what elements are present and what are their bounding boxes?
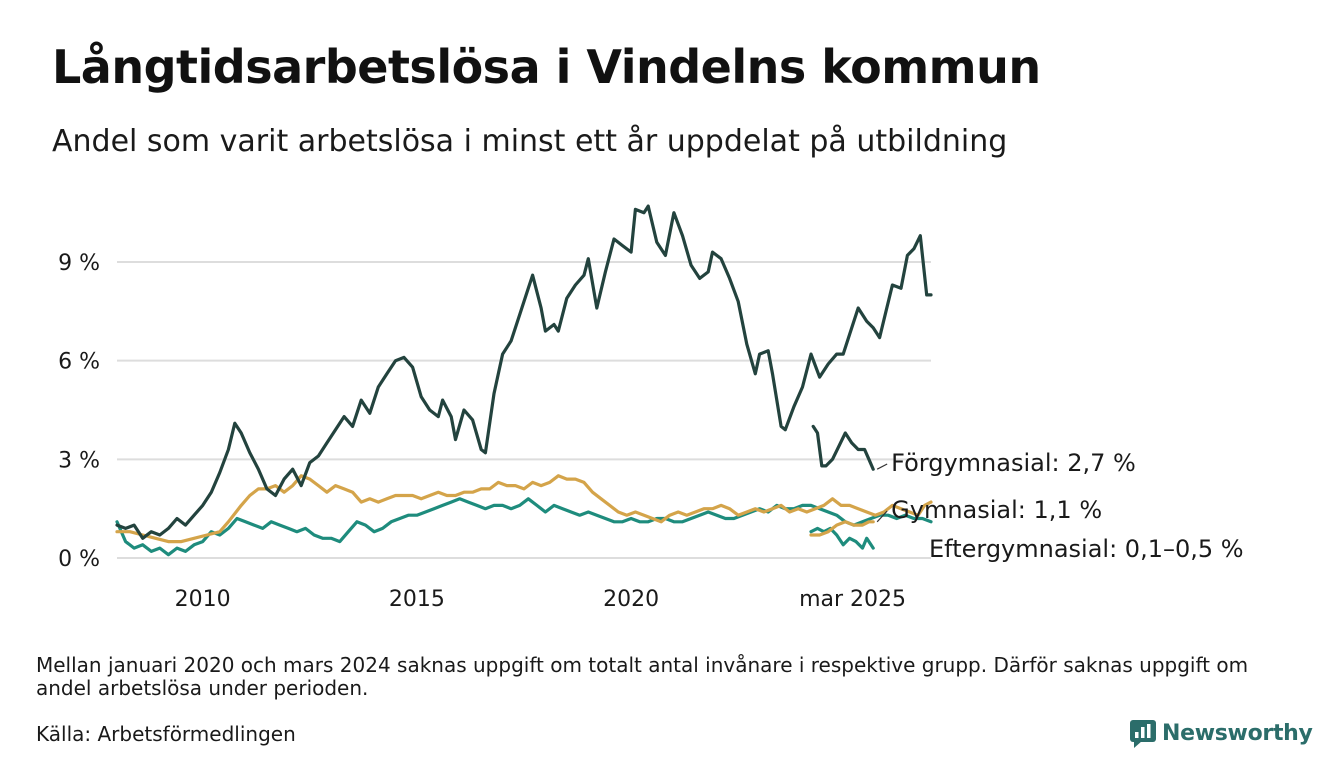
source-text: Källa: Arbetsförmedlingen	[36, 722, 296, 746]
series-label-förgymnasial: Förgymnasial: 2,7 %	[891, 449, 1136, 477]
chart-title: Långtidsarbetslösa i Vindelns kommun	[52, 40, 1041, 94]
x-tick-label: mar 2025	[799, 587, 906, 612]
x-tick-label: 2010	[175, 587, 231, 612]
series-line-förgymnasial	[115, 204, 933, 540]
label-leader-line	[876, 463, 888, 470]
x-tick-label: 2015	[389, 587, 445, 612]
y-tick-label: 9 %	[58, 251, 100, 276]
series-line-förgymnasial	[811, 424, 875, 471]
y-tick-label: 3 %	[58, 448, 100, 473]
series-line-eftergymnasial	[809, 526, 875, 550]
series-lines	[115, 204, 933, 557]
series-label-eftergymnasial: Eftergymnasial: 0,1–0,5 %	[929, 535, 1244, 563]
line-chart: 0 % 3 % 6 % 9 % 2010 2015 2020 mar 2025 Förgym…	[58, 204, 1244, 612]
x-axis-tick-labels: 2010 2015 2020 mar 2025	[175, 587, 906, 612]
series-end-labels: Förgymnasial: 2,7 % Gymnasial: 1,1 % Efter…	[876, 449, 1244, 563]
x-tick-label: 2020	[603, 587, 659, 612]
chart-subtitle: Andel som varit arbetslösa i minst ett å…	[52, 124, 1008, 159]
series-line-gymnasial	[115, 474, 933, 544]
series-label-gymnasial: Gymnasial: 1,1 %	[891, 496, 1102, 524]
label-leader-line	[876, 510, 888, 523]
brand-name: Newsworthy	[1162, 720, 1313, 746]
y-tick-label: 6 %	[58, 350, 100, 375]
footnote: Mellan januari 2020 och mars 2024 saknas…	[36, 653, 1249, 700]
bar-chart-speech-bubble-icon	[1130, 718, 1156, 748]
series-line-gymnasial	[809, 520, 875, 537]
y-axis-tick-labels: 0 % 3 % 6 % 9 %	[58, 251, 100, 572]
newsworthy-logo[interactable]: Newsworthy	[1130, 716, 1313, 750]
y-tick-label: 0 %	[58, 547, 100, 572]
